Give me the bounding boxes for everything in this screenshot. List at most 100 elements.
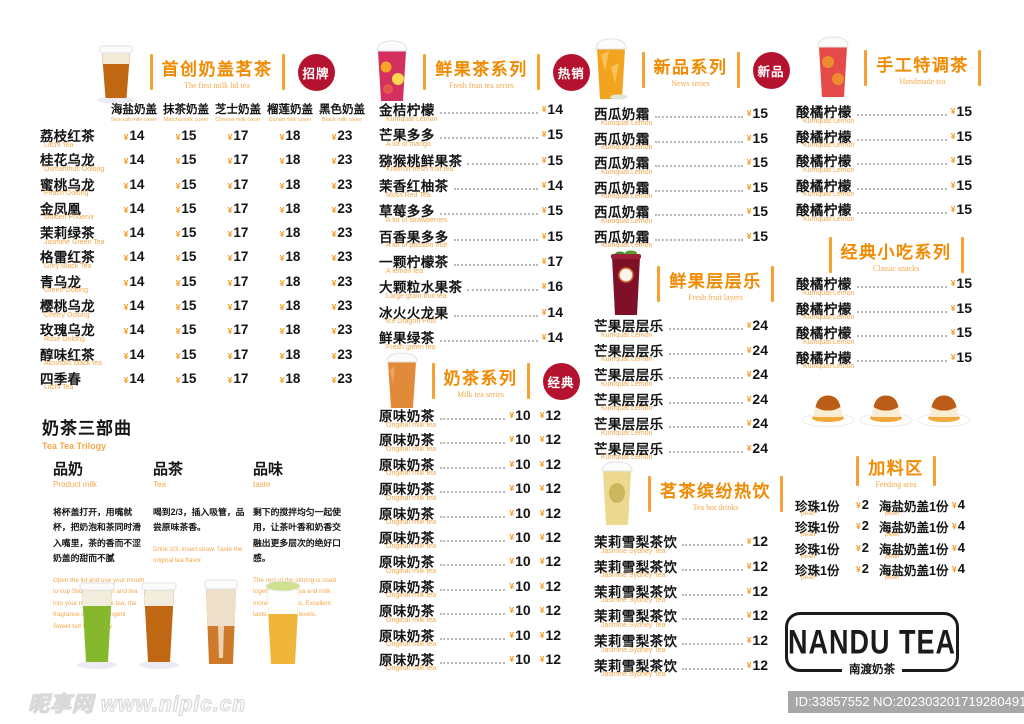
price-value: 14 <box>129 322 145 338</box>
price-value: 15 <box>752 105 768 121</box>
item-name-zh: 草莓多多 <box>379 204 435 220</box>
price-value: 24 <box>752 390 768 407</box>
currency-symbol: ¥ <box>541 256 547 267</box>
dotted-leader <box>439 418 506 420</box>
price-value: 15 <box>181 200 197 216</box>
item-name-en: Original milk tea <box>386 445 437 453</box>
menu-item: 原味奶茶 Original milk tea ¥10 ¥12 <box>379 529 561 554</box>
currency-symbol: ¥ <box>541 154 547 165</box>
currency-symbol: ¥ <box>539 629 545 640</box>
currency-symbol: ¥ <box>279 156 285 167</box>
item-name-en: Kumquat Lemon <box>803 117 855 125</box>
price-value: 15 <box>547 151 563 168</box>
item-name: 酸橘柠檬 Kumquat Lemon <box>796 325 854 346</box>
item-name-zh: 原味奶茶 <box>379 482 435 498</box>
item-name-en: Original milk tea <box>386 470 437 478</box>
item-name: 珍珠1份 pearl <box>795 498 839 517</box>
section-title: 鲜果层层乐 <box>669 271 762 291</box>
dotted-leader <box>654 140 743 143</box>
price: ¥4 <box>952 498 965 513</box>
currency-symbol: ¥ <box>175 156 181 167</box>
price-cell: ¥23 <box>316 322 368 346</box>
currency-symbol: ¥ <box>175 180 181 191</box>
currency-symbol: ¥ <box>746 230 752 241</box>
section-header-milk-lid: 首创奶盖茗茶 The first milk lid tea 招牌 <box>70 40 355 104</box>
currency-symbol: ¥ <box>123 156 129 167</box>
price-cell: ¥15 <box>160 249 212 273</box>
item-name: 原味奶茶 Original milk tea <box>379 457 437 478</box>
currency-symbol: ¥ <box>950 302 956 313</box>
price-value: 12 <box>545 553 561 570</box>
price-value: 12 <box>545 431 561 448</box>
trilogy-step: 品茶 Tea 喝到2/3，插入吸管，品尝原味茶香。 Drink 2/3, ins… <box>153 458 245 633</box>
price-value: 24 <box>752 366 768 382</box>
price-value: 15 <box>752 178 768 195</box>
table-row: 四季春 Litchi Tea ¥14 ¥15 ¥17 ¥18 ¥23 <box>40 371 368 395</box>
currency-symbol: ¥ <box>175 326 181 337</box>
price-value: 4 <box>957 539 965 555</box>
price-value: 17 <box>233 322 249 338</box>
currency-symbol: ¥ <box>279 302 285 313</box>
item-name-en: Kiwifruit fresh fruit tea <box>386 166 454 174</box>
item-name-en: Original milk tea <box>386 519 437 527</box>
section-title: 加料区 <box>868 458 924 478</box>
price-cell: ¥23 <box>316 201 368 225</box>
price-cell: ¥17 <box>212 225 264 249</box>
item-name: 格雷红茶 Grey Black Tea <box>40 249 108 273</box>
menu-item: 猕猴桃鲜果茶 Kiwifruit fresh fruit tea ¥15 <box>379 151 563 178</box>
price-cell: ¥17 <box>212 177 264 201</box>
item-name: 原味奶茶 Original milk tea <box>379 628 437 649</box>
section-subtitle: Feeding area <box>875 479 917 489</box>
item-name-zh: 原味奶茶 <box>379 530 435 546</box>
item-name: 原味奶茶 Original milk tea <box>379 432 437 453</box>
item-name-zh: 玫瑰乌龙 <box>40 323 95 339</box>
currency-symbol: ¥ <box>331 302 337 313</box>
price: ¥15 <box>951 176 972 193</box>
price-large: ¥12 <box>540 603 561 618</box>
item-name-en: Kumquat Lemon <box>601 356 653 363</box>
dotted-leader <box>439 637 506 640</box>
item-name: 茉莉绿茶 Jasmine Green Tea <box>40 225 108 249</box>
item-name-zh: 西瓜奶霜 <box>594 156 650 171</box>
currency-symbol: ¥ <box>952 521 957 532</box>
currency-symbol: ¥ <box>950 351 956 362</box>
price-value: 14 <box>129 249 145 265</box>
currency-symbol: ¥ <box>227 374 233 385</box>
price-value: 15 <box>752 203 768 219</box>
item-name-en: Cherry Oolong <box>44 311 90 319</box>
item-name-zh: 原味奶茶 <box>379 506 435 522</box>
item-name: 茉莉雪梨茶饮 Jasmine Sydney Tea <box>594 534 677 555</box>
item-name-en: pearl <box>885 573 900 581</box>
pudding-images-row <box>800 386 972 428</box>
dotted-leader <box>439 613 506 616</box>
currency-symbol: ¥ <box>279 253 285 264</box>
currency-symbol: ¥ <box>331 326 337 337</box>
currency-symbol: ¥ <box>123 253 129 264</box>
step-description-zh: 喝到2/3，插入吸管，品尝原味茶香。 <box>153 507 245 533</box>
dotted-leader <box>654 116 743 118</box>
price-cell: ¥23 <box>316 347 368 371</box>
item-name: 酸橘柠檬 Kumquat Lemon <box>796 276 854 297</box>
item-name-en: pearl <box>801 510 816 517</box>
currency-symbol: ¥ <box>856 500 861 510</box>
item-name-en: Original milk tea <box>386 641 437 649</box>
item-name-zh: 酸橘柠檬 <box>796 154 852 169</box>
price-value: 15 <box>956 176 972 193</box>
currency-symbol: ¥ <box>541 281 547 292</box>
item-name: 酸橘柠檬 Kumquat Lemon <box>796 350 854 371</box>
item-name-zh: 青乌龙 <box>40 274 82 290</box>
fruit-tea-list: 金桔柠檬 Kumquat Lemon ¥14 芒果多多 A lot of man… <box>379 102 563 355</box>
brand-name: NANDU TEA <box>788 622 956 661</box>
dotted-leader <box>439 112 538 114</box>
menu-item: 原味奶茶 Original milk tea ¥10 ¥12 <box>379 455 561 481</box>
price-value: 23 <box>337 322 353 338</box>
price-cell: ¥14 <box>108 128 160 152</box>
section-title: 首创奶盖茗茶 <box>161 59 273 79</box>
price-value: 12 <box>752 607 768 624</box>
price-small: ¥10 <box>509 554 530 569</box>
price-cell: ¥15 <box>160 347 212 371</box>
price-cell: ¥14 <box>108 225 160 249</box>
price-cell: ¥15 <box>160 225 212 249</box>
item-name: 四季春 Litchi Tea <box>40 371 108 395</box>
price-value: 12 <box>545 455 561 472</box>
